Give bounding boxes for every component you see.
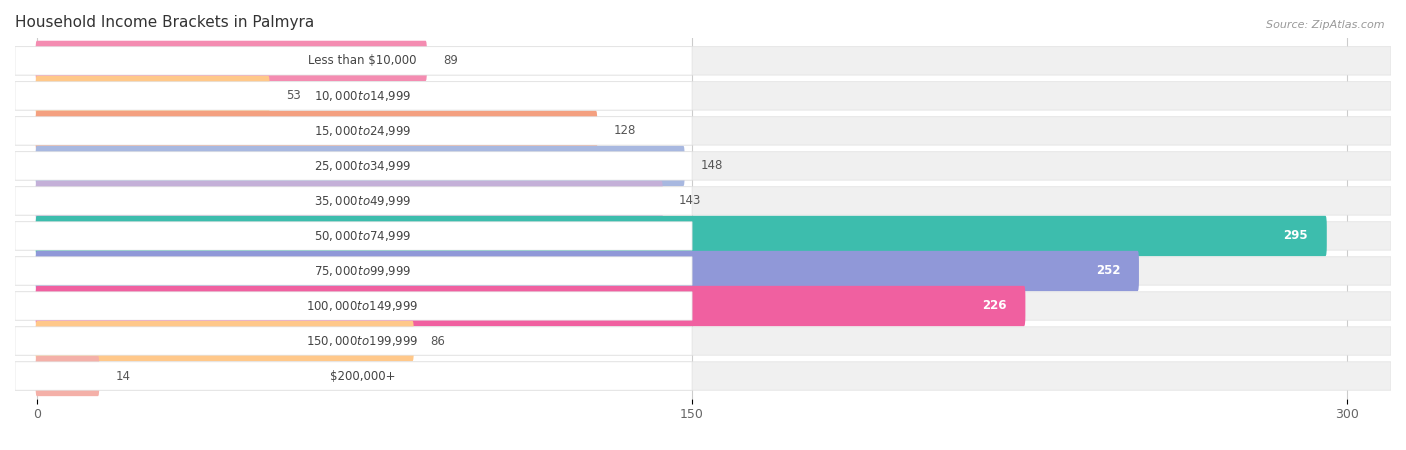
Text: 295: 295: [1284, 230, 1308, 243]
Text: $25,000 to $34,999: $25,000 to $34,999: [314, 159, 411, 173]
Text: 148: 148: [700, 159, 723, 172]
FancyBboxPatch shape: [35, 146, 685, 186]
FancyBboxPatch shape: [15, 187, 692, 215]
FancyBboxPatch shape: [15, 327, 692, 355]
FancyBboxPatch shape: [15, 117, 1391, 145]
Text: 226: 226: [983, 300, 1007, 312]
FancyBboxPatch shape: [35, 76, 270, 116]
FancyBboxPatch shape: [15, 257, 692, 285]
FancyBboxPatch shape: [35, 286, 1025, 326]
FancyBboxPatch shape: [15, 47, 1391, 75]
Text: $75,000 to $99,999: $75,000 to $99,999: [314, 264, 411, 278]
FancyBboxPatch shape: [35, 251, 1139, 291]
FancyBboxPatch shape: [35, 321, 413, 361]
FancyBboxPatch shape: [15, 362, 692, 390]
Text: Source: ZipAtlas.com: Source: ZipAtlas.com: [1267, 20, 1385, 30]
FancyBboxPatch shape: [15, 82, 692, 110]
FancyBboxPatch shape: [15, 327, 1391, 355]
Text: $50,000 to $74,999: $50,000 to $74,999: [314, 229, 411, 243]
FancyBboxPatch shape: [35, 111, 598, 151]
FancyBboxPatch shape: [35, 181, 662, 221]
Text: 86: 86: [430, 334, 444, 347]
Text: 128: 128: [613, 124, 636, 137]
FancyBboxPatch shape: [15, 187, 1391, 215]
FancyBboxPatch shape: [15, 362, 1391, 390]
Text: 14: 14: [115, 369, 131, 382]
Text: $100,000 to $149,999: $100,000 to $149,999: [307, 299, 419, 313]
FancyBboxPatch shape: [15, 222, 692, 250]
Text: Household Income Brackets in Palmyra: Household Income Brackets in Palmyra: [15, 15, 315, 30]
FancyBboxPatch shape: [35, 41, 427, 81]
Text: $200,000+: $200,000+: [329, 369, 395, 382]
FancyBboxPatch shape: [35, 356, 100, 396]
FancyBboxPatch shape: [35, 216, 1327, 256]
FancyBboxPatch shape: [15, 152, 1391, 180]
Text: 89: 89: [443, 54, 458, 68]
Text: $15,000 to $24,999: $15,000 to $24,999: [314, 124, 411, 138]
FancyBboxPatch shape: [15, 292, 692, 320]
FancyBboxPatch shape: [15, 82, 1391, 110]
FancyBboxPatch shape: [15, 47, 692, 75]
FancyBboxPatch shape: [15, 117, 692, 145]
FancyBboxPatch shape: [15, 257, 1391, 285]
Text: Less than $10,000: Less than $10,000: [308, 54, 416, 68]
Text: $150,000 to $199,999: $150,000 to $199,999: [307, 334, 419, 348]
Text: 143: 143: [679, 194, 702, 207]
FancyBboxPatch shape: [15, 222, 1391, 250]
Text: 53: 53: [285, 90, 301, 103]
Text: $35,000 to $49,999: $35,000 to $49,999: [314, 194, 411, 208]
Text: 252: 252: [1095, 265, 1121, 278]
Text: $10,000 to $14,999: $10,000 to $14,999: [314, 89, 411, 103]
FancyBboxPatch shape: [15, 292, 1391, 320]
FancyBboxPatch shape: [15, 152, 692, 180]
